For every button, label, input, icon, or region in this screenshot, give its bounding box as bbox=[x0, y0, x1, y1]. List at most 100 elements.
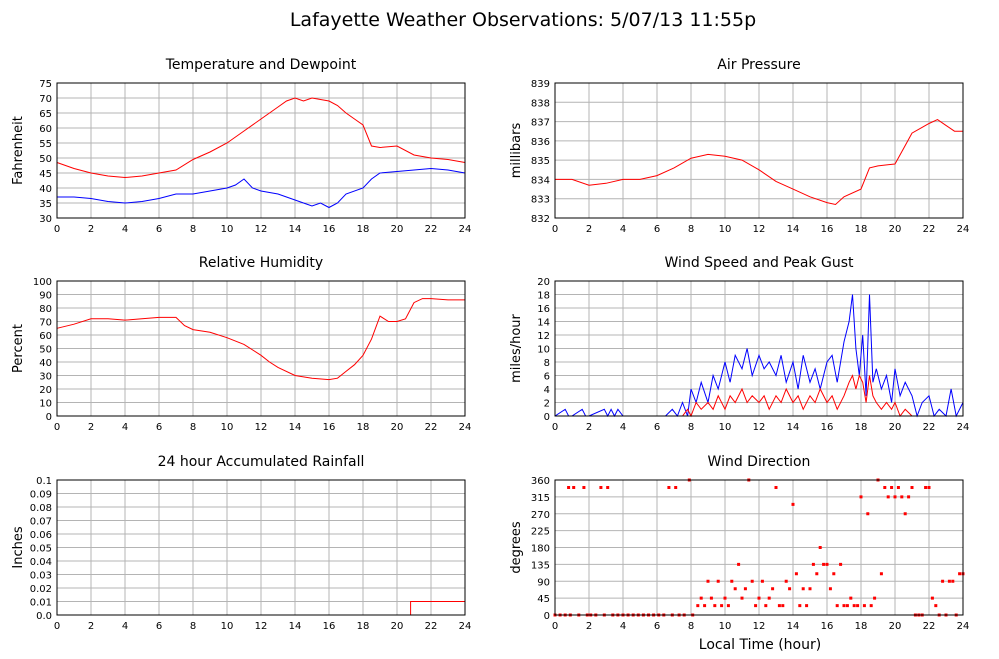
data-point bbox=[703, 604, 707, 608]
x-tick-label: 24 bbox=[459, 621, 472, 632]
y-tick-label: 836 bbox=[531, 137, 550, 148]
y-tick-label: 832 bbox=[531, 214, 550, 225]
x-tick-label: 22 bbox=[923, 621, 936, 632]
y-tick-label: 6 bbox=[544, 372, 550, 383]
data-point bbox=[716, 579, 720, 583]
x-tick-label: 12 bbox=[753, 224, 766, 235]
data-point bbox=[856, 604, 860, 608]
y-axis-label: millibars bbox=[509, 123, 524, 179]
data-point bbox=[832, 572, 836, 576]
plot-frame bbox=[56, 479, 466, 616]
plot-frame bbox=[554, 82, 964, 219]
chart-title: Air Pressure bbox=[717, 57, 800, 73]
data-point bbox=[791, 502, 795, 506]
x-tick-label: 4 bbox=[620, 422, 626, 433]
x-tick-label: 4 bbox=[620, 224, 626, 235]
y-tick-label: 12 bbox=[537, 331, 550, 342]
data-point bbox=[903, 512, 907, 516]
data-point bbox=[767, 596, 771, 600]
y-tick-label: 315 bbox=[531, 493, 550, 504]
x-tick-label: 12 bbox=[753, 422, 766, 433]
y-tick-label: 0.03 bbox=[30, 571, 52, 582]
data-point bbox=[733, 587, 737, 591]
y-tick-label: 0.08 bbox=[30, 503, 52, 514]
y-tick-label: 80 bbox=[39, 304, 52, 315]
plot-frame bbox=[554, 479, 964, 616]
y-tick-label: 0.01 bbox=[30, 598, 52, 609]
data-point bbox=[754, 604, 758, 608]
data-point bbox=[794, 572, 798, 576]
data-point bbox=[781, 604, 785, 608]
data-point bbox=[750, 579, 754, 583]
data-point bbox=[811, 562, 815, 566]
x-tick-label: 20 bbox=[391, 224, 404, 235]
y-tick-label: 0.07 bbox=[30, 517, 52, 528]
data-point bbox=[696, 604, 700, 608]
chart-wind: 0 2 4 6 8 10 12 14 16 18 20 22 2402468101214161820Wi… bbox=[509, 255, 969, 433]
x-tick-label: 20 bbox=[889, 621, 902, 632]
data-point bbox=[815, 572, 819, 576]
y-tick-label: 50 bbox=[39, 154, 52, 165]
data-point bbox=[667, 486, 671, 489]
x-tick-label: 18 bbox=[855, 621, 868, 632]
x-tick-label: 14 bbox=[289, 422, 302, 433]
data-point bbox=[723, 596, 727, 600]
y-tick-label: 838 bbox=[531, 98, 550, 109]
x-tick-label: 4 bbox=[620, 621, 626, 632]
data-point bbox=[764, 604, 768, 608]
x-tick-label: 2 bbox=[586, 422, 592, 433]
data-point bbox=[886, 495, 890, 499]
data-point bbox=[805, 604, 809, 608]
data-point bbox=[757, 596, 761, 600]
x-tick-label: 16 bbox=[821, 224, 834, 235]
data-point bbox=[924, 486, 928, 489]
y-tick-label: 30 bbox=[39, 372, 52, 383]
data-point bbox=[720, 604, 724, 608]
y-tick-label: 30 bbox=[39, 214, 52, 225]
x-tick-label: 2 bbox=[88, 621, 94, 632]
y-tick-label: 10 bbox=[39, 399, 52, 410]
y-tick-label: 14 bbox=[537, 318, 550, 329]
x-tick-label: 24 bbox=[957, 422, 970, 433]
x-tick-label: 8 bbox=[688, 224, 694, 235]
data-point bbox=[582, 486, 586, 489]
data-point bbox=[572, 486, 576, 489]
x-tick-label: 0 bbox=[552, 621, 558, 632]
y-axis-label: Percent bbox=[11, 324, 26, 373]
data-point bbox=[818, 546, 822, 549]
data-point bbox=[907, 495, 911, 499]
y-tick-label: 55 bbox=[39, 139, 52, 150]
x-tick-label: 8 bbox=[190, 422, 196, 433]
x-tick-label: 16 bbox=[821, 422, 834, 433]
x-tick-label: 14 bbox=[787, 224, 800, 235]
y-tick-label: 70 bbox=[39, 94, 52, 105]
x-axis-label: Local Time (hour) bbox=[699, 637, 821, 653]
x-tick-label: 16 bbox=[323, 224, 336, 235]
y-tick-label: 2 bbox=[544, 399, 550, 410]
x-tick-label: 6 bbox=[654, 224, 660, 235]
data-point bbox=[825, 562, 829, 566]
data-point bbox=[798, 604, 802, 608]
x-tick-label: 22 bbox=[425, 224, 438, 235]
data-point bbox=[866, 512, 870, 516]
x-tick-label: 10 bbox=[221, 621, 234, 632]
data-point bbox=[951, 579, 955, 583]
data-point bbox=[699, 596, 703, 600]
x-tick-label: 10 bbox=[719, 621, 732, 632]
x-tick-label: 6 bbox=[156, 224, 162, 235]
y-tick-label: 20 bbox=[537, 277, 550, 288]
x-tick-label: 12 bbox=[255, 621, 268, 632]
x-tick-label: 6 bbox=[156, 422, 162, 433]
x-tick-label: 14 bbox=[289, 224, 302, 235]
data-point bbox=[842, 604, 846, 608]
x-tick-label: 4 bbox=[122, 224, 128, 235]
x-tick-label: 12 bbox=[255, 422, 268, 433]
x-tick-label: 4 bbox=[122, 621, 128, 632]
data-point bbox=[674, 486, 678, 489]
x-tick-label: 8 bbox=[688, 422, 694, 433]
data-point bbox=[737, 562, 741, 566]
y-tick-label: 834 bbox=[531, 175, 550, 186]
y-tick-label: 0.05 bbox=[30, 544, 52, 555]
data-point bbox=[808, 587, 812, 591]
